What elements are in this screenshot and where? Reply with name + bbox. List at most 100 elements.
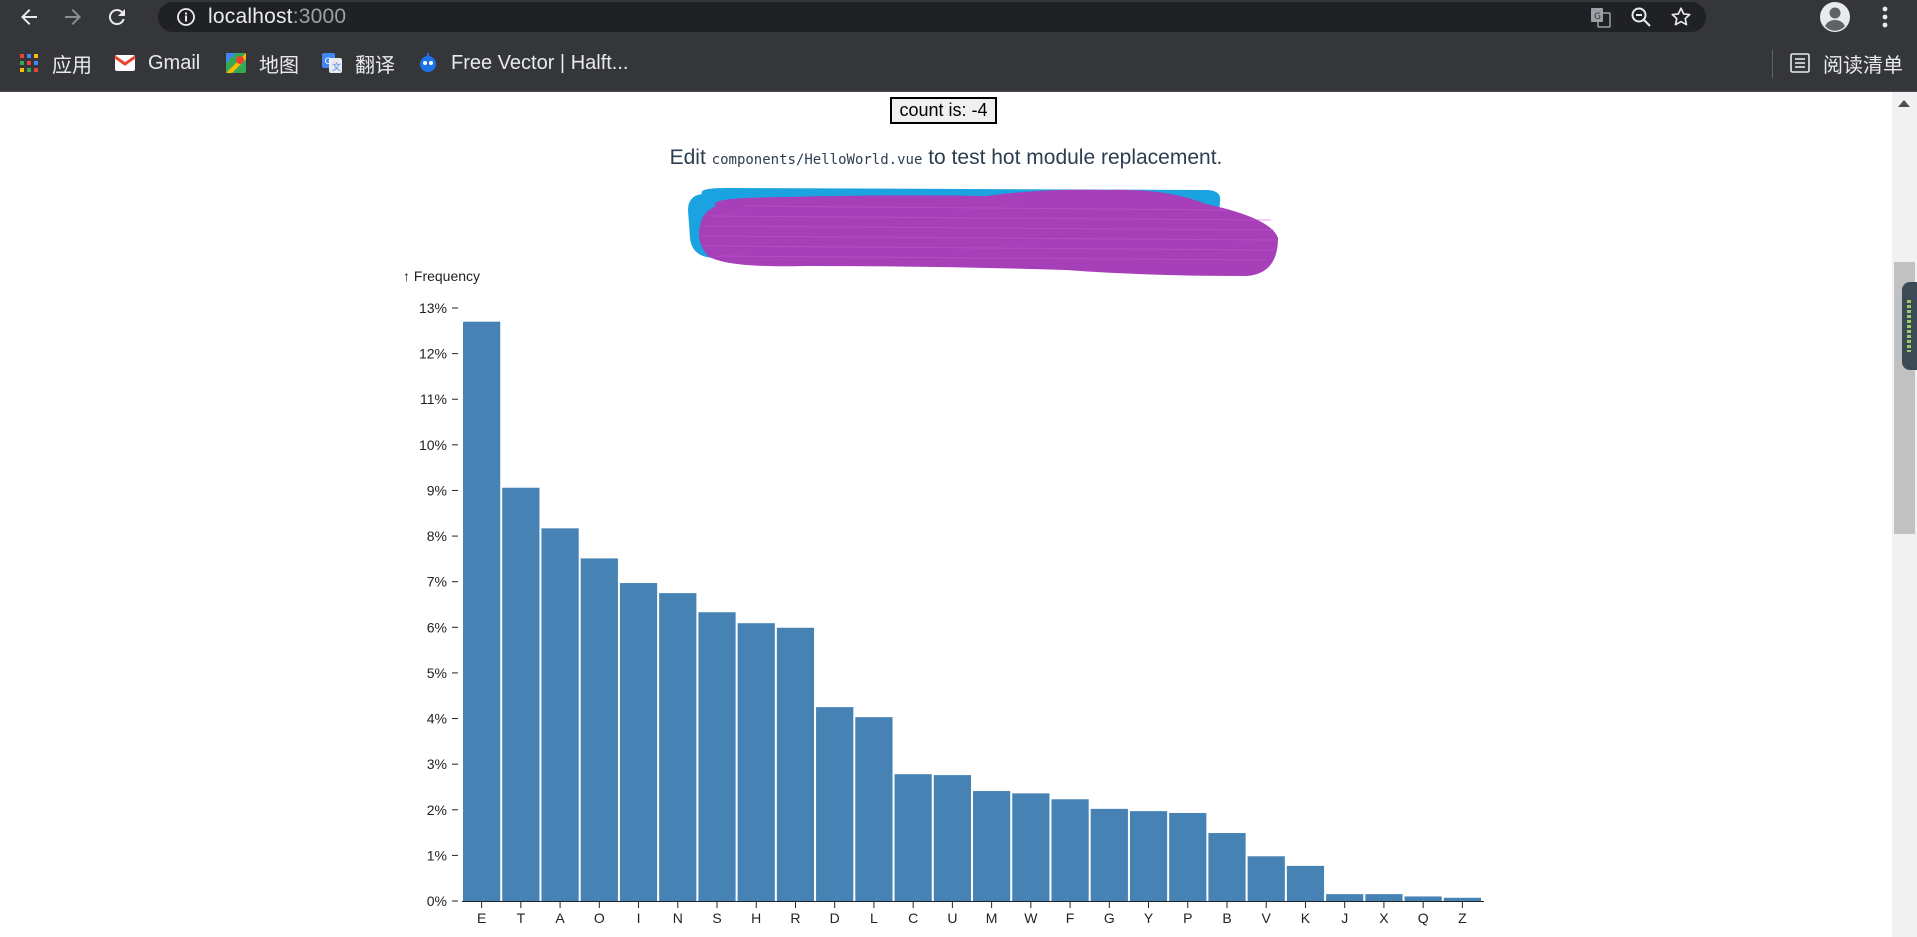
bar-h: [737, 623, 775, 901]
x-tick-label: D: [830, 910, 840, 926]
bookmark-maps[interactable]: 地图: [225, 50, 299, 77]
reading-list-icon: [1789, 52, 1811, 74]
y-axis-label: ↑ Frequency: [403, 268, 480, 284]
browser-menu-icon[interactable]: [1870, 0, 1900, 34]
svg-text:文: 文: [332, 61, 341, 73]
bar-a: [541, 528, 579, 901]
bookmark-gmail[interactable]: Gmail: [114, 50, 200, 76]
bar-p: [1169, 812, 1207, 901]
apps-grid-icon: [18, 52, 40, 74]
back-arrow-icon: [21, 9, 37, 25]
x-tick-label: Q: [1418, 910, 1429, 926]
x-tick-label: V: [1262, 910, 1272, 926]
bar-n: [659, 593, 697, 901]
redaction-scribble: [688, 188, 1278, 276]
y-tick-label: 12%: [419, 346, 447, 362]
hmr-hint-code: components/HelloWorld.vue: [711, 152, 923, 168]
reading-list-label: 阅读清单: [1823, 54, 1903, 77]
bar-i: [619, 583, 658, 901]
url-text: localhost:3000: [208, 5, 346, 29]
x-tick-label: G: [1104, 910, 1115, 926]
x-tick-label: O: [594, 910, 605, 926]
gmail-icon: [114, 52, 136, 74]
svg-text:G: G: [325, 57, 332, 67]
maps-icon: [225, 52, 247, 74]
y-tick-label: 13%: [419, 300, 447, 316]
bar-q: [1404, 896, 1442, 901]
x-tick-label: X: [1379, 910, 1389, 926]
url-port: :3000: [292, 5, 347, 28]
zoom-icon[interactable]: [1630, 6, 1652, 28]
x-tick-label: N: [673, 910, 683, 926]
bookmark-apps[interactable]: 应用: [18, 50, 92, 77]
site-info-icon[interactable]: [176, 7, 196, 27]
forward-arrow-icon: [65, 9, 81, 25]
x-tick-label: K: [1301, 910, 1311, 926]
x-tick-label: Y: [1144, 910, 1154, 926]
x-tick-label: W: [1024, 910, 1038, 926]
address-bar[interactable]: localhost:3000 G: [158, 2, 1706, 32]
bar-b: [1208, 833, 1246, 901]
level-bars-icon: [1907, 300, 1911, 352]
bookmark-label: 地图: [259, 54, 299, 77]
bar-f: [1051, 799, 1089, 901]
bookmark-star-icon[interactable]: [1670, 6, 1692, 28]
y-axis: 0% 1% 2% 3% 4% 5% 6% 7% 8% 9% 10% 11% 12% 13%: [419, 300, 458, 909]
browser-toolbar: localhost:3000 G: [0, 0, 1917, 34]
y-tick-label: 2%: [427, 802, 447, 818]
side-panel-widget[interactable]: [1902, 282, 1917, 370]
x-tick-label: F: [1066, 910, 1075, 926]
bar-g: [1090, 808, 1128, 901]
y-tick-label: 11%: [420, 391, 447, 407]
bookmark-site-icon: [417, 52, 439, 74]
bar-j: [1326, 894, 1364, 901]
bar-k: [1286, 865, 1325, 901]
reading-list[interactable]: 阅读清单: [1789, 50, 1903, 77]
x-tick-label: E: [477, 910, 486, 926]
bookmark-label: 翻译: [355, 54, 395, 77]
hmr-hint: Edit components/HelloWorld.vue to test h…: [0, 146, 1892, 170]
profile-avatar-icon[interactable]: [1818, 0, 1852, 34]
y-tick-label: 1%: [427, 847, 447, 863]
x-tick-label: M: [986, 910, 998, 926]
bar-e: [463, 321, 501, 902]
x-tick-label: C: [908, 910, 918, 926]
bar-r: [776, 627, 815, 901]
bookmark-label: Gmail: [148, 51, 201, 74]
bars-group: [463, 321, 1481, 902]
y-tick-label: 9%: [427, 482, 447, 498]
x-tick-label: I: [637, 910, 641, 926]
hmr-hint-prefix: Edit: [669, 146, 712, 169]
svg-text:G: G: [1594, 12, 1601, 22]
translate-page-icon[interactable]: G: [1590, 6, 1612, 28]
x-tick-label: L: [870, 910, 878, 926]
y-tick-label: 3%: [427, 756, 447, 772]
back-button[interactable]: [13, 1, 45, 33]
count-button[interactable]: count is: -4: [890, 97, 997, 124]
bar-v: [1247, 856, 1285, 901]
x-tick-label: S: [712, 910, 721, 926]
hmr-hint-suffix: to test hot module replacement.: [922, 146, 1223, 169]
scroll-up-icon[interactable]: [1898, 100, 1910, 107]
x-tick-label: P: [1183, 910, 1192, 926]
x-tick-label: T: [517, 910, 526, 926]
forward-button[interactable]: [57, 1, 89, 33]
x-tick-label: R: [790, 910, 800, 926]
bookmark-free-vector[interactable]: Free Vector | Halft...: [417, 50, 628, 76]
y-tick-label: 4%: [427, 711, 447, 727]
bar-w: [1012, 793, 1050, 901]
x-tick-label: J: [1341, 910, 1348, 926]
url-host: localhost: [208, 5, 293, 28]
x-tick-label: H: [751, 910, 761, 926]
bar-z: [1443, 897, 1481, 901]
bar-d: [816, 707, 854, 901]
bar-y: [1129, 811, 1168, 901]
x-tick-label: B: [1222, 910, 1231, 926]
x-tick-label: U: [947, 910, 957, 926]
bookmarks-divider: [1772, 50, 1773, 78]
